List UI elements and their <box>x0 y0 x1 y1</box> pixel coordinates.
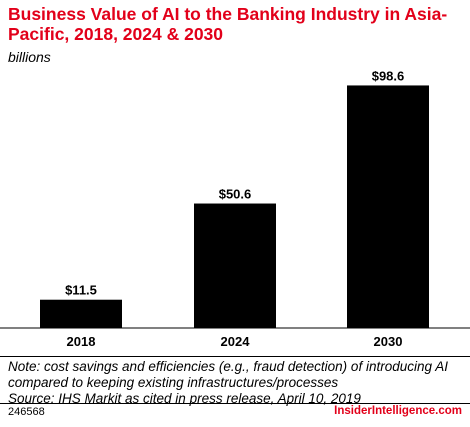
note-line-1: Note: cost savings and efficiencies (e.g… <box>8 359 448 374</box>
x-tick-label-2030: 2030 <box>374 334 403 349</box>
note-line-2: compared to keeping existing infrastruct… <box>8 375 339 390</box>
brand-link[interactable]: InsiderIntelligence.com <box>334 405 462 417</box>
x-tick-label-2024: 2024 <box>221 334 251 349</box>
bars-layer: $11.5 2018 $50.6 2024 $98.6 2030 <box>40 68 429 349</box>
footer-divider <box>0 403 470 404</box>
bar-chart: $11.5 2018 $50.6 2024 $98.6 2030 <box>0 68 470 349</box>
notes-divider <box>0 356 470 357</box>
bar-2018 <box>40 299 122 328</box>
bar-value-label-2018: $11.5 <box>65 283 97 298</box>
bar-2024 <box>194 203 276 328</box>
chart-subtitle: billions <box>8 49 51 65</box>
chart-title: Business Value of AI to the Banking Indu… <box>8 4 448 44</box>
source-line: Source: IHS Markit as cited in press rel… <box>8 391 361 406</box>
chart-notes: Note: cost savings and efficiencies (e.g… <box>8 359 464 407</box>
bar-value-label-2030: $98.6 <box>372 68 405 83</box>
bar-2030 <box>347 85 429 328</box>
chart-id: 246568 <box>8 406 45 418</box>
x-tick-label-2018: 2018 <box>67 334 96 349</box>
bar-value-label-2024: $50.6 <box>219 187 252 202</box>
